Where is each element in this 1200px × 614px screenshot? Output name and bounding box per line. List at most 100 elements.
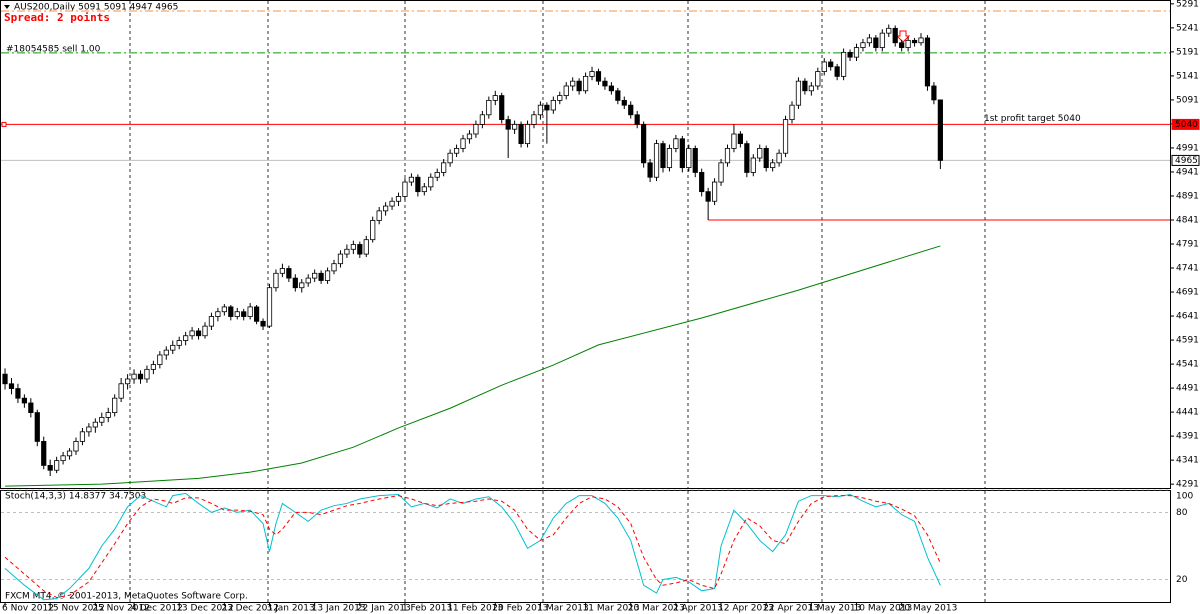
stoch-line — [4, 495, 941, 599]
candle-body — [99, 416, 105, 423]
y-tick-label: 4941 — [1176, 167, 1199, 177]
x-tick-label: 20 Mar 2013 — [628, 604, 685, 614]
candle-body — [447, 152, 453, 164]
candle-body — [853, 47, 860, 58]
price-tag-label: 4965 — [1175, 156, 1198, 166]
candle-body — [402, 181, 408, 197]
y-tick-label: 4391 — [1176, 432, 1199, 442]
candle-body — [499, 95, 505, 120]
y-tick-label: 4541 — [1176, 360, 1199, 370]
candle-body — [731, 133, 737, 149]
y-tick-label: 4691 — [1176, 288, 1199, 298]
candle-body — [112, 397, 118, 413]
candle-body — [170, 344, 176, 351]
candle-body — [557, 95, 563, 101]
candle-body — [789, 104, 795, 120]
candle-body — [428, 176, 434, 188]
candle-body — [473, 124, 479, 135]
candle-body — [344, 248, 350, 255]
candle-body — [337, 253, 344, 265]
candle-body — [73, 441, 79, 452]
y-tick-label: 4891 — [1176, 191, 1199, 201]
candle-body — [92, 421, 98, 428]
candle-body — [679, 138, 685, 169]
candle-body — [331, 263, 337, 272]
candle-body — [711, 181, 718, 202]
candle-body — [699, 172, 705, 193]
candle-body — [718, 162, 724, 183]
y-tick-label: 4291 — [1176, 480, 1199, 490]
candle-body — [2, 373, 8, 385]
x-tick-label: 12 Apr 2013 — [718, 604, 774, 614]
price-tag — [1171, 118, 1200, 130]
candle-body — [357, 244, 363, 255]
level-label: #18054585 sell 1.00 — [6, 44, 101, 54]
candle-body — [757, 148, 763, 159]
candle-body — [518, 124, 524, 145]
x-tick-label: 2 Apr 2013 — [673, 604, 723, 614]
candle-body — [163, 349, 169, 356]
candle-body — [770, 162, 776, 169]
price-tag — [1171, 154, 1200, 166]
candle-body — [899, 42, 905, 48]
x-tick-label: 4 Dec 2012 — [131, 604, 183, 614]
y-tick-label: 4341 — [1176, 456, 1199, 466]
candle-body — [737, 133, 743, 145]
candle-body — [150, 364, 156, 370]
candle-body — [531, 114, 537, 125]
y-tick-label: 4591 — [1176, 336, 1199, 346]
menu-icon[interactable] — [4, 5, 10, 9]
candle-body — [228, 306, 234, 317]
candle-body — [628, 104, 634, 116]
candle-body — [563, 85, 569, 96]
candle-body — [286, 268, 292, 279]
y-tick-label: 80 — [1176, 508, 1188, 518]
candle-body — [692, 148, 698, 173]
candle-body — [305, 277, 311, 284]
candle-body — [589, 71, 595, 77]
candle-body — [273, 272, 279, 289]
candle-body — [254, 306, 260, 322]
candle-body — [828, 61, 834, 68]
candle-body — [15, 388, 21, 399]
level-label: 1st profit target 5040 — [984, 114, 1081, 124]
candle-body — [408, 176, 415, 183]
x-tick-label: 25 Nov 2012 — [92, 604, 150, 614]
candle-body — [537, 104, 544, 116]
candle-body — [918, 37, 924, 44]
candle-body — [550, 99, 556, 111]
candle-body — [911, 39, 918, 44]
x-tick-label: 13 Dec 2012 — [176, 604, 234, 614]
candle-body — [653, 143, 660, 178]
candle-body — [505, 119, 511, 130]
x-tick-label: 22 Jan 2013 — [357, 604, 411, 614]
candle-body — [886, 27, 892, 34]
candle-body — [208, 316, 215, 327]
candle-body — [370, 220, 376, 241]
candle-body — [744, 143, 750, 173]
candle-body — [241, 311, 247, 317]
candle-body — [808, 85, 814, 92]
candle-body — [441, 162, 447, 173]
candle-body — [673, 138, 679, 149]
y-tick-label: 4841 — [1176, 215, 1199, 225]
candle-body — [79, 431, 86, 442]
candle-body — [595, 71, 602, 82]
candle-body — [86, 426, 92, 433]
candle-body — [860, 42, 866, 48]
moving-average — [5, 245, 941, 487]
candle-body — [924, 37, 931, 87]
candle-body — [260, 320, 266, 327]
candle-body — [215, 311, 221, 317]
y-tick-label: 5241 — [1176, 23, 1199, 33]
x-tick-label: 15 Nov 2012 — [47, 604, 105, 614]
candle-body — [821, 61, 827, 72]
candle-body — [931, 85, 937, 101]
candle-body — [641, 124, 647, 164]
y-tick-label: 4641 — [1176, 312, 1199, 322]
candle-body — [312, 272, 318, 279]
candle-body — [841, 51, 847, 77]
candle-body — [157, 354, 163, 365]
candle-body — [137, 373, 144, 380]
candle-body — [892, 27, 898, 44]
